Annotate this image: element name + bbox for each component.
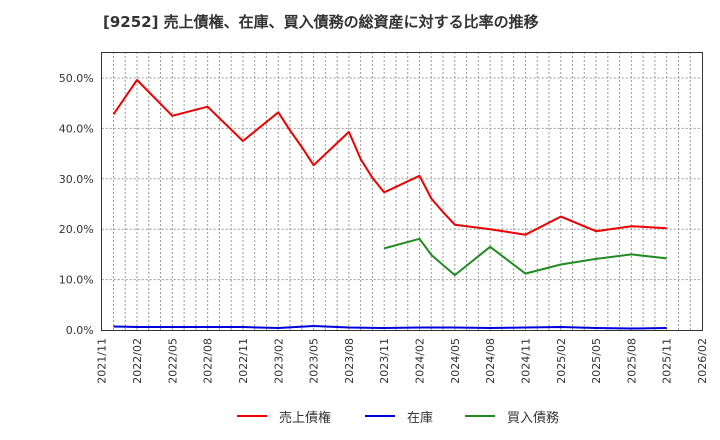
x-tick-label: 2021/11 bbox=[96, 338, 109, 384]
y-tick-label: 10.0% bbox=[59, 274, 94, 287]
x-tick-label: 2022/05 bbox=[166, 338, 179, 384]
y-tick-label: 0.0% bbox=[66, 324, 94, 337]
grid-lines bbox=[101, 52, 702, 330]
y-tick-label: 30.0% bbox=[59, 173, 94, 186]
data-series bbox=[112, 79, 667, 330]
x-tick-label: 2026/02 bbox=[696, 338, 709, 384]
x-tick-label: 2023/11 bbox=[378, 338, 391, 384]
series-line-0 bbox=[112, 79, 667, 236]
x-tick-label: 2023/08 bbox=[343, 338, 356, 384]
series-line-2 bbox=[383, 237, 667, 277]
plot-area-border bbox=[101, 52, 703, 331]
x-tick-label: 2024/02 bbox=[414, 338, 427, 384]
legend-item-receivables: 売上債権 bbox=[237, 405, 331, 427]
chart-title: [9252] 売上債権、在庫、買入債務の総資産に対する比率の推移 bbox=[103, 13, 539, 31]
series-line-1 bbox=[113, 325, 667, 330]
y-tick-label: 20.0% bbox=[59, 223, 94, 236]
x-tick-label: 2022/02 bbox=[131, 338, 144, 384]
legend-label: 売上債権 bbox=[279, 410, 332, 426]
x-tick-label: 2023/05 bbox=[308, 338, 321, 384]
legend-label: 買入債務 bbox=[507, 410, 560, 426]
legend-swatch-inventory bbox=[365, 415, 395, 417]
y-tick-label: 50.0% bbox=[59, 72, 94, 85]
legend-label: 在庫 bbox=[407, 410, 434, 426]
y-tick-label: 40.0% bbox=[59, 122, 94, 135]
x-tick-label: 2024/11 bbox=[519, 338, 532, 384]
x-tick-label: 2022/11 bbox=[237, 338, 250, 384]
legend-item-payables: 買入債務 bbox=[465, 405, 559, 427]
x-tick-label: 2025/11 bbox=[661, 338, 674, 384]
legend: 売上債権 在庫 買入債務 bbox=[0, 405, 720, 427]
legend-swatch-receivables bbox=[237, 415, 267, 417]
x-tick-label: 2022/08 bbox=[202, 338, 215, 384]
x-tick-label: 2025/02 bbox=[555, 338, 568, 384]
x-tick-label: 2024/05 bbox=[449, 338, 462, 384]
x-tick-label: 2025/05 bbox=[590, 338, 603, 384]
y-axis-ticks: 0.0% 10.0% 20.0% 30.0% 40.0% 50.0% bbox=[59, 72, 94, 337]
x-tick-label: 2025/08 bbox=[625, 338, 638, 384]
x-tick-label: 2024/08 bbox=[484, 338, 497, 384]
x-axis-ticks: 2021/11 2022/02 2022/05 2022/08 2022/11 2023/… bbox=[96, 338, 709, 384]
legend-item-inventory: 在庫 bbox=[365, 405, 433, 427]
legend-swatch-payables bbox=[465, 415, 495, 417]
x-tick-label: 2023/02 bbox=[272, 338, 285, 384]
